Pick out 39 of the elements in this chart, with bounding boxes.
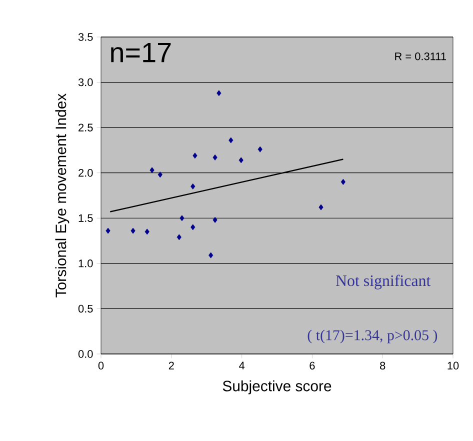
- point: [216, 90, 222, 96]
- y-tick-label: 3.5: [78, 33, 93, 41]
- y-tick-label: 2.5: [78, 124, 93, 132]
- point: [228, 137, 234, 144]
- point: [106, 228, 110, 234]
- y-tick-label: 1.5: [78, 214, 93, 222]
- point: [158, 172, 162, 178]
- point: [238, 157, 244, 164]
- point: [150, 167, 154, 174]
- x-tick-label: 8: [380, 362, 386, 370]
- point: [190, 224, 196, 230]
- point: [130, 228, 136, 234]
- point: [180, 215, 184, 222]
- point: [258, 146, 262, 152]
- point: [318, 204, 324, 210]
- y-tick-label: 0.5: [78, 304, 93, 313]
- point: [144, 228, 150, 235]
- y-tick-label: 0.0: [78, 350, 93, 358]
- point: [212, 154, 218, 160]
- annotation: ( t(17)=1.34, p>0.05 ): [308, 330, 438, 344]
- point: [208, 252, 214, 258]
- annotation: n=17: [111, 42, 171, 62]
- point: [212, 216, 218, 223]
- x-tick-label: 6: [310, 362, 315, 370]
- y-axis-title: Torsional Eye movement Index: [55, 94, 70, 298]
- x-axis-title: Subjective score: [222, 380, 332, 394]
- y-tick-label: 1.0: [78, 260, 93, 268]
- x-tick-label: 10: [448, 362, 459, 370]
- y-tick-label: 3.0: [78, 78, 93, 86]
- x-tick-label: 2: [168, 362, 174, 370]
- x-tick-label: 0: [98, 362, 104, 370]
- point: [176, 234, 182, 240]
- annotation: R = 0.3111: [395, 52, 446, 60]
- annotation: Not significant: [336, 274, 431, 290]
- x-tick-label: 4: [239, 362, 245, 370]
- point: [192, 152, 198, 159]
- y-tick-label: 2.0: [78, 168, 93, 177]
- point: [190, 183, 196, 190]
- point: [340, 178, 346, 185]
